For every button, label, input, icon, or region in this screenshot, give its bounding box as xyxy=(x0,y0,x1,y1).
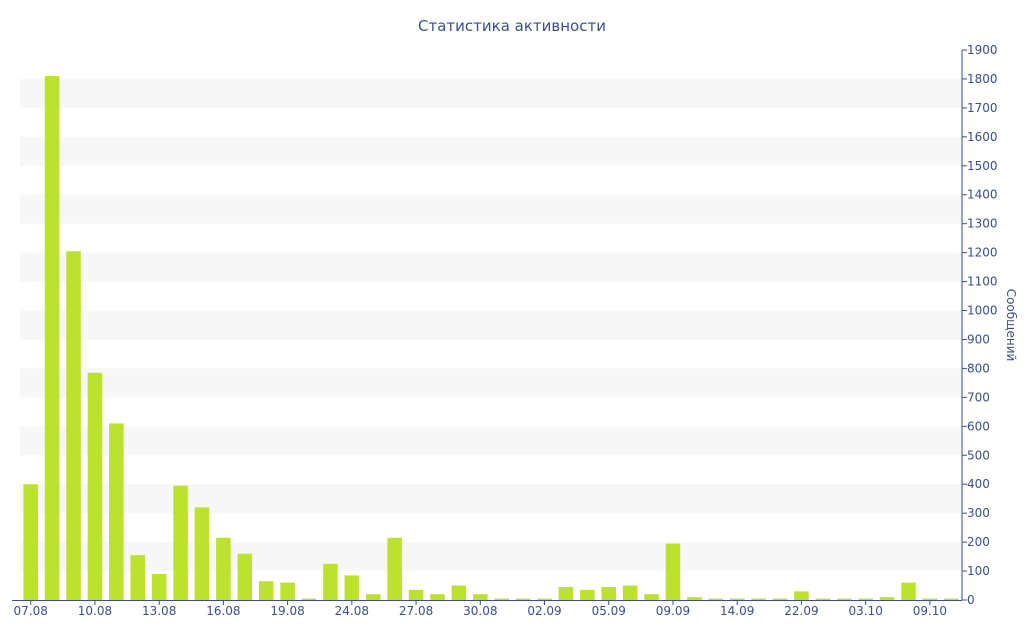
bar xyxy=(537,598,552,600)
y-tick-label: 300 xyxy=(967,506,990,520)
y-tick-label: 1400 xyxy=(967,188,998,202)
y-tick-label: 1200 xyxy=(967,246,998,260)
bar xyxy=(558,586,574,600)
x-tick-label: 09.10 xyxy=(913,604,947,618)
bar xyxy=(130,555,146,600)
bar xyxy=(258,581,274,600)
bars-group xyxy=(23,76,959,601)
y-tick-label: 200 xyxy=(967,535,990,549)
bar xyxy=(858,598,873,600)
x-tick-label: 27.08 xyxy=(399,604,433,618)
bar xyxy=(473,594,488,600)
bar xyxy=(687,597,702,600)
y-tick-label: 1700 xyxy=(967,101,998,115)
y-tick-label: 100 xyxy=(967,564,990,578)
x-tick-label: 19.08 xyxy=(270,604,304,618)
y-tick-label: 0 xyxy=(967,593,975,607)
bar xyxy=(494,598,509,600)
bar xyxy=(601,586,617,600)
bar xyxy=(430,594,445,600)
bar xyxy=(665,543,681,600)
bar xyxy=(173,485,188,600)
y-tick-label: 800 xyxy=(967,361,990,375)
y-tick-label: 700 xyxy=(967,390,990,404)
y-tick-label: 500 xyxy=(967,448,990,462)
grid-band xyxy=(20,252,962,282)
bar xyxy=(109,423,124,600)
x-tick-label: 09.09 xyxy=(656,604,690,618)
bar xyxy=(451,585,467,600)
y-tick-label: 1500 xyxy=(967,159,998,173)
chart-title: Статистика активности xyxy=(418,17,606,35)
bar xyxy=(815,598,831,600)
bar xyxy=(194,507,210,600)
x-axis: 07.08 10.08 13.08 16.08 19.08 24.08 27.08 30.08… xyxy=(12,600,962,618)
x-tick-label: 14.09 xyxy=(720,604,754,618)
x-tick-label: 02.09 xyxy=(527,604,561,618)
bar xyxy=(66,251,81,600)
grid-band xyxy=(20,484,962,514)
bar xyxy=(580,589,595,600)
bar xyxy=(622,585,638,600)
bar xyxy=(751,598,766,600)
bar xyxy=(729,598,745,600)
y-tick-label: 1300 xyxy=(967,217,998,231)
x-tick-label: 22.09 xyxy=(784,604,818,618)
y-tick-label: 900 xyxy=(967,332,990,346)
bar xyxy=(836,598,852,600)
y-tick-label: 1600 xyxy=(967,130,998,144)
y-axis-label: Сообщений xyxy=(1004,289,1018,362)
bar xyxy=(344,575,360,600)
x-tick-label: 05.09 xyxy=(592,604,626,618)
bar xyxy=(515,598,531,600)
bar xyxy=(922,598,938,600)
bar xyxy=(944,598,959,600)
grid-band xyxy=(20,542,962,572)
x-tick-label: 16.08 xyxy=(206,604,240,618)
bar xyxy=(323,563,338,600)
bar xyxy=(387,537,402,600)
bar xyxy=(794,591,809,600)
y-tick-label: 400 xyxy=(967,477,990,491)
x-tick-label: 10.08 xyxy=(78,604,112,618)
bar xyxy=(44,76,60,601)
y-tick-label: 600 xyxy=(967,419,990,433)
y-tick-label: 1000 xyxy=(967,304,998,318)
bar xyxy=(644,594,659,600)
bar xyxy=(879,597,895,600)
x-tick-label: 30.08 xyxy=(463,604,497,618)
bar xyxy=(365,594,381,600)
grid-band xyxy=(20,78,962,108)
bar xyxy=(708,598,724,600)
y-axis: 0 100 200 300 400 500 600 700 800 900 1000 1100 1200… xyxy=(961,43,998,607)
bar xyxy=(23,484,38,600)
bar xyxy=(151,573,167,600)
bar xyxy=(87,372,103,600)
bar xyxy=(408,589,424,600)
y-tick-label: 1900 xyxy=(967,43,998,57)
grid-band xyxy=(20,368,962,398)
y-tick-label: 1800 xyxy=(967,72,998,86)
grid-bands xyxy=(20,78,962,572)
bar xyxy=(237,553,253,600)
x-tick-label: 03.10 xyxy=(848,604,882,618)
x-tick-label: 07.08 xyxy=(14,604,48,618)
grid-band xyxy=(20,426,962,456)
bar xyxy=(901,582,916,600)
x-tick-label: 24.08 xyxy=(335,604,369,618)
grid-band xyxy=(20,194,962,224)
bar xyxy=(216,537,231,600)
bar xyxy=(280,582,295,600)
bar xyxy=(772,598,788,600)
grid-band xyxy=(20,136,962,166)
x-tick-label: 13.08 xyxy=(142,604,176,618)
bar xyxy=(301,598,317,600)
y-tick-label: 1100 xyxy=(967,275,998,289)
grid-band xyxy=(20,310,962,340)
